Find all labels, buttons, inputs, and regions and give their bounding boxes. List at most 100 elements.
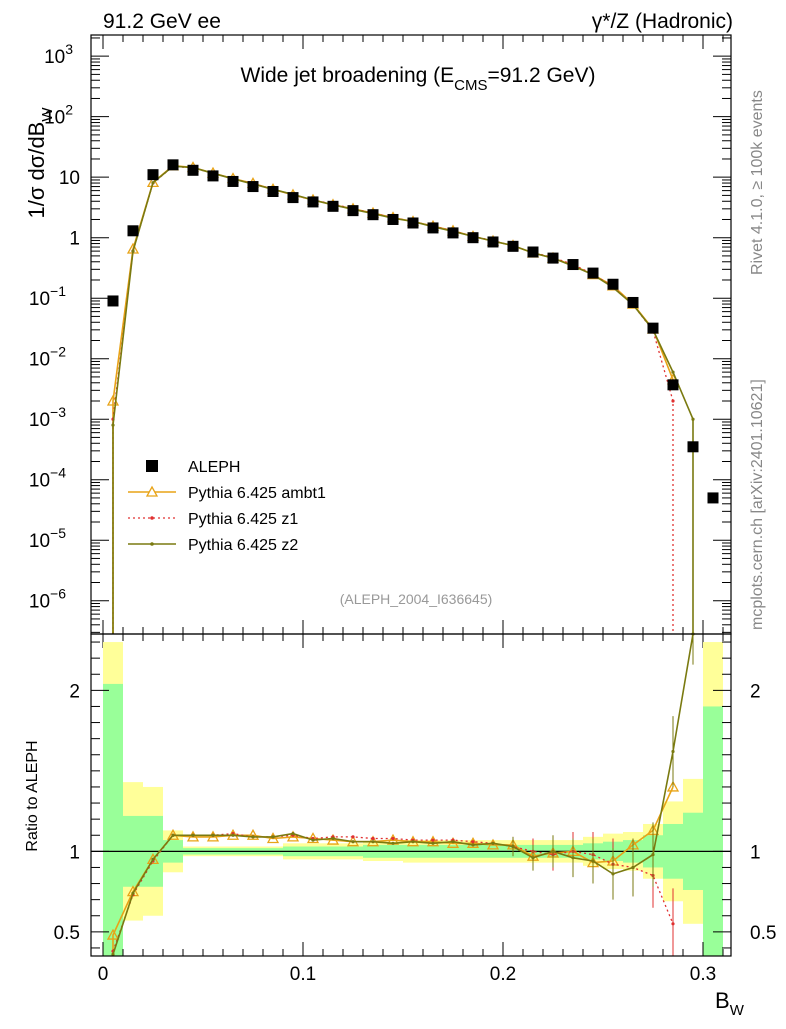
ratio-marker-ambt1: [186, 830, 200, 842]
ratio-marker-z1: [471, 840, 475, 844]
mc-marker-ambt1: [146, 176, 160, 188]
ratio-marker-ambt1: [666, 780, 680, 792]
data-point: [647, 322, 659, 334]
ratio-marker-z2: [291, 832, 295, 836]
mc-marker-z2: [131, 249, 135, 253]
header-right-prefix: γ*/Z: [592, 10, 630, 33]
ratio-tick-label-right: 2: [750, 681, 761, 702]
ratio-marker-z2: [311, 838, 315, 842]
legend-label: Pythia 6.425 ambt1: [188, 485, 326, 502]
data-point: [327, 200, 339, 212]
data-point: [607, 278, 619, 290]
analysis-id: (ALEPH_2004_I636645): [340, 591, 493, 607]
data-point: [147, 169, 159, 181]
data-point: [707, 492, 719, 504]
header-right: γ*/Z (Hadronic): [592, 10, 733, 33]
data-point: [507, 240, 519, 252]
data-point: [187, 164, 199, 176]
y-tick-label: 10−1: [29, 283, 66, 310]
legend-label: Pythia 6.425 z2: [188, 537, 298, 554]
legend-marker-z2: [150, 542, 154, 546]
y-tick-label: 10−4: [29, 465, 66, 492]
ratio-frame: [90, 633, 732, 957]
legend: ALEPH Pythia 6.425 ambt1 Pythia 6.425 z1 Py…: [128, 459, 326, 554]
y-tick-label: 1: [69, 229, 80, 250]
ratio-marker-z2: [171, 833, 175, 837]
data-point: [387, 213, 399, 225]
data-point: [127, 225, 139, 237]
data-point: [307, 196, 319, 208]
ratio-tick-label-right: 0.5: [750, 923, 776, 944]
data-point: [247, 181, 259, 193]
ratio-tick-label-left: 2: [69, 681, 80, 702]
mcplots-label: mcplots.cern.ch [arXiv:2401.10621]: [749, 379, 766, 630]
ratio-band-green: [703, 706, 723, 956]
ratio-marker-ambt1: [286, 830, 300, 842]
x-tick-label: 0.2: [490, 964, 516, 985]
data-point: [527, 246, 539, 258]
ratio-tick-label-left: 1: [69, 842, 80, 863]
ratio-marker-ambt1: [266, 832, 280, 844]
data-point: [347, 205, 359, 217]
y-tick-label: 10: [59, 168, 80, 189]
header-right-suffix: (Hadronic): [629, 10, 733, 33]
ratio-marker-ambt1: [146, 853, 160, 865]
data-point: [687, 441, 699, 453]
mc-marker-z2: [671, 370, 675, 374]
ratio-marker-z1: [431, 838, 435, 842]
rivet-label: Rivet 4.1.0, ≥ 100k events: [749, 90, 766, 275]
ratio-marker-z2: [271, 835, 275, 839]
ratio-marker-z1: [371, 836, 375, 841]
legend-marker-z1: [150, 516, 154, 520]
legend-label: Pythia 6.425 z1: [188, 511, 298, 528]
ratio-marker-ambt1: [426, 835, 440, 847]
y-tick-label: 103: [44, 41, 73, 68]
y-tick-label: 10−3: [29, 404, 66, 431]
ratio-marker-ambt1: [466, 836, 480, 848]
x-axis-label: BW: [715, 988, 745, 1019]
data-point: [207, 170, 219, 182]
ratio-marker-z2: [191, 833, 195, 837]
main-panel: [90, 34, 732, 648]
x-tick-label: 0: [98, 964, 109, 985]
data-point: [567, 259, 579, 271]
ratio-marker-z2: [151, 857, 155, 862]
ratio-marker-z2: [411, 840, 415, 844]
ratio-marker-z2: [371, 840, 375, 844]
plot-title: Wide jet broadening (ECMS=91.2 GeV): [241, 64, 596, 94]
ratio-marker-z2: [451, 840, 455, 844]
ratio-marker-z2: [491, 841, 495, 845]
ratio-marker-z1: [351, 835, 355, 839]
data-point: [407, 217, 419, 229]
header-left: 91.2 GeV ee: [103, 10, 221, 33]
ratio-marker-z2: [111, 952, 115, 956]
y-tick-label: 10−6: [29, 586, 66, 613]
data-point: [627, 296, 639, 308]
legend-marker-ambt1: [145, 485, 159, 497]
data-point: [487, 236, 499, 248]
ratio-marker-ambt1: [106, 928, 120, 940]
ratio-marker-z2: [231, 833, 235, 837]
y-tick-label: 102: [44, 102, 73, 129]
ratio-marker-z2: [471, 843, 475, 847]
data-point: [667, 379, 679, 391]
ratio-tick-label-left: 0.5: [54, 923, 80, 944]
data-point: [107, 295, 119, 307]
mc-marker-z2: [691, 417, 695, 421]
data-point: [287, 192, 299, 204]
data-point: [547, 252, 559, 264]
mc-marker-z2: [151, 181, 155, 185]
data-point: [427, 222, 439, 234]
ratio-marker-z1: [391, 836, 395, 841]
legend-label: ALEPH: [188, 459, 240, 476]
ratio-marker-z2: [431, 841, 435, 845]
y-axis-label: 1/σ dσ/dBW: [24, 107, 56, 219]
ratio-marker-z2: [251, 835, 255, 839]
ratio-band-green: [103, 683, 123, 956]
data-point: [367, 209, 379, 221]
x-tick-label: 0.1: [290, 964, 316, 985]
data-point: [227, 175, 239, 187]
ratio-marker-z2: [131, 891, 135, 895]
data-point: [167, 159, 179, 171]
